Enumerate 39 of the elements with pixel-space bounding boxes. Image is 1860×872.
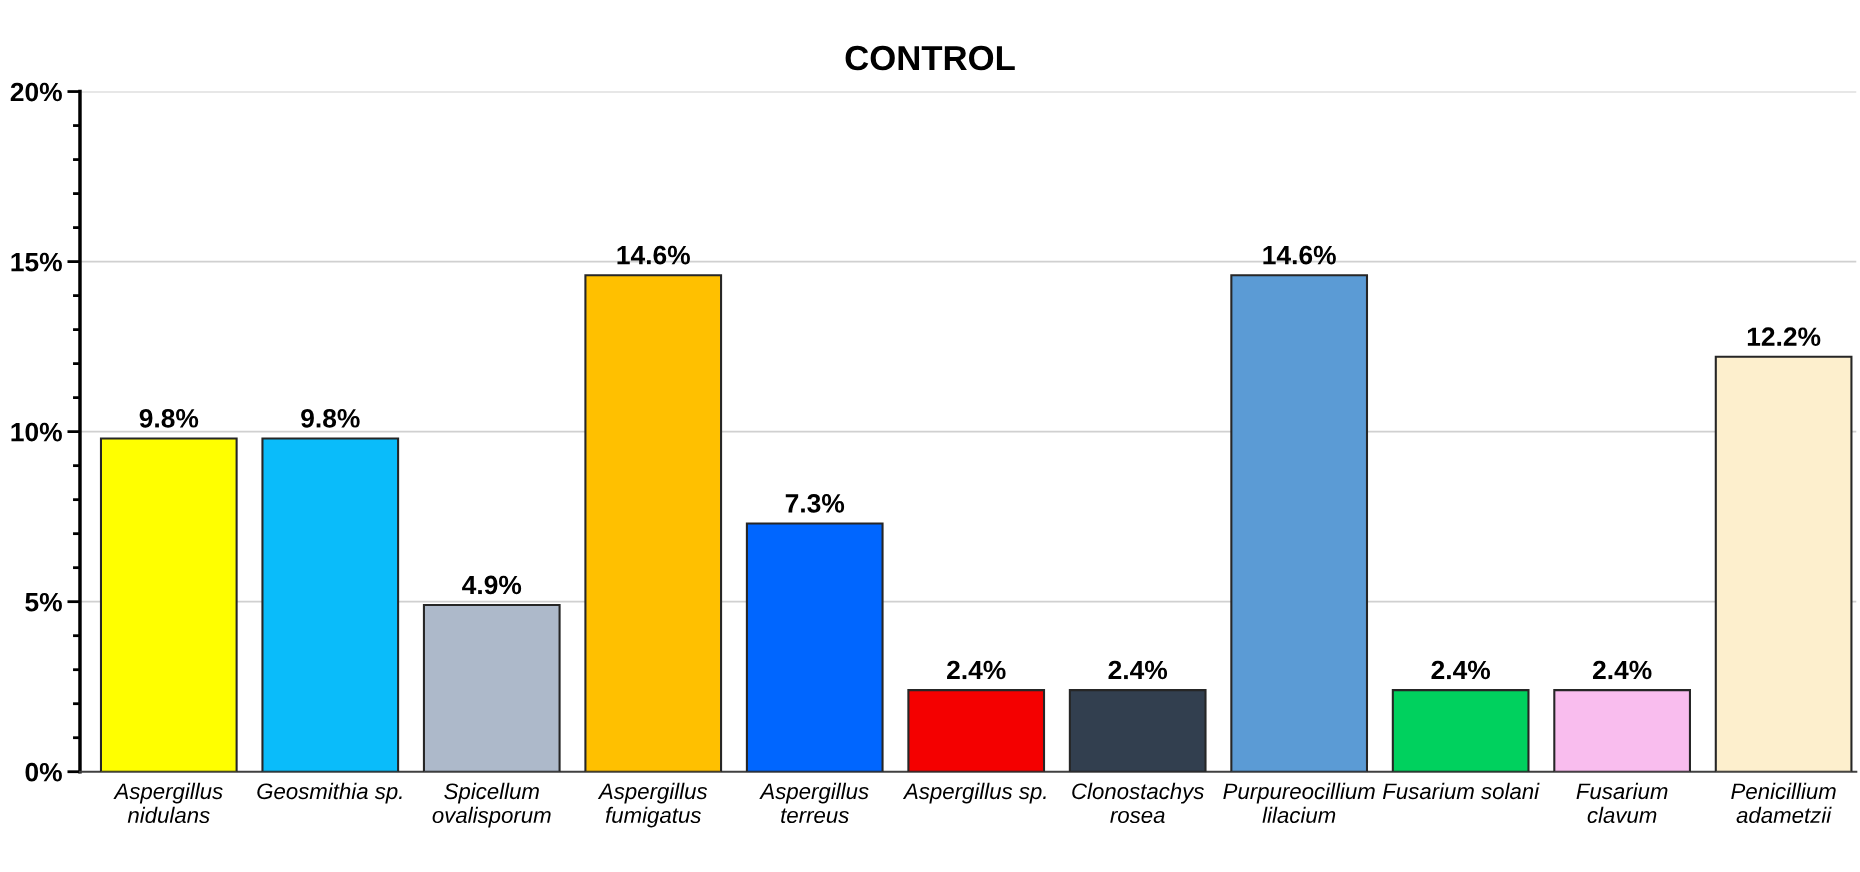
y-tick-label: 20% (10, 82, 62, 102)
bar (261, 437, 400, 772)
x-tick-label: Penicillium adametzii (1731, 782, 1836, 824)
data-label: 14.6% (1263, 245, 1336, 265)
x-tick-label: Aspergillus sp. (902, 782, 1046, 804)
bar (907, 689, 1046, 772)
bar (1714, 355, 1853, 772)
bar (1068, 689, 1207, 772)
x-tick-label: Fusarium solani (1382, 782, 1540, 800)
data-label: 2.4% (1431, 660, 1491, 680)
x-tick-label: Purpureocillium lilacium (1223, 782, 1375, 824)
x-tick-label: Aspergillus nidulans (113, 782, 223, 824)
data-label: 9.8% (139, 408, 199, 428)
data-label: 2.4% (1108, 660, 1168, 680)
data-label: 7.3% (785, 494, 845, 513)
bar (99, 437, 238, 772)
data-label: 12.2% (1747, 327, 1821, 346)
bar (1230, 274, 1369, 772)
x-tick-label: Fusarium clavum (1576, 782, 1668, 824)
data-label: 9.8% (301, 408, 360, 428)
data-label: 2.4% (1592, 660, 1652, 680)
data-label: 4.9% (462, 575, 522, 595)
x-tick-label: Geosmithia sp. (257, 782, 402, 804)
bar (1391, 689, 1530, 772)
y-tick-label: 5% (25, 592, 62, 612)
data-label: 14.6% (617, 245, 690, 265)
y-tick-label: 10% (11, 422, 62, 442)
x-tick-label: Clonostachys rosea (1072, 782, 1204, 824)
bar (1553, 689, 1691, 772)
chart-title: CONTROL (845, 45, 1015, 71)
y-tick-label: 0% (25, 762, 62, 782)
x-tick-label: Spicellum ovalisporum (432, 782, 551, 828)
y-tick-label: 15% (11, 252, 62, 272)
data-label: 2.4% (947, 660, 1006, 680)
bar (584, 274, 723, 772)
bar (422, 604, 561, 772)
x-tick-label: Aspergillus fumigatus (597, 782, 708, 828)
x-tick-label: Aspergillus terreus (759, 782, 869, 824)
bar (745, 522, 884, 772)
